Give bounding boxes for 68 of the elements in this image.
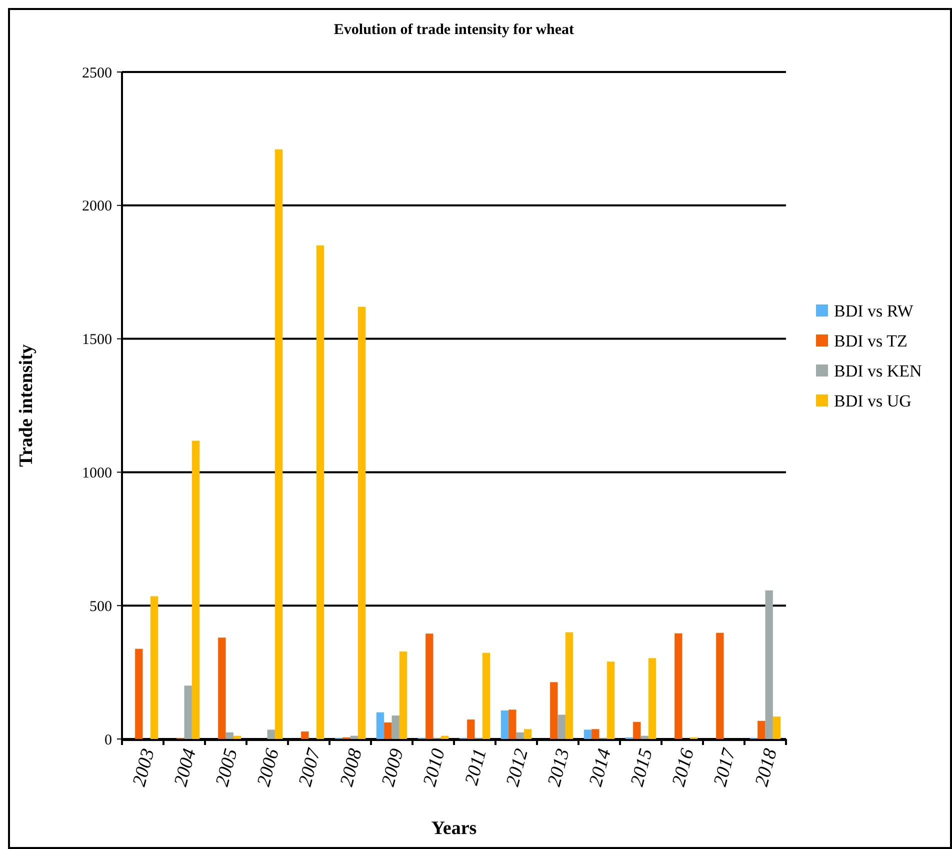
bar [192,440,200,739]
bar [358,306,366,739]
x-tick-label: 2017 [710,745,740,789]
bar [500,710,509,739]
x-tick-label: 2005 [212,746,242,789]
bar [674,633,682,739]
bar [467,720,475,739]
bar [226,732,234,739]
bar [633,722,641,739]
bar [399,651,408,739]
bar [565,632,574,739]
bar [274,149,283,739]
bar [482,652,490,739]
bar [233,736,242,739]
bar [592,729,600,739]
bar [392,716,400,739]
legend-label: BDI vs RW [834,301,914,320]
bar [758,720,766,739]
x-tick-label: 2007 [294,745,326,789]
bar [384,722,392,739]
bar [440,736,449,739]
bar [640,736,648,739]
y-tick-label: 2500 [82,65,112,82]
y-tick-label: 0 [104,732,112,748]
bar [376,712,384,739]
legend-label: BDI vs KEN [834,361,922,380]
y-tick-label: 2000 [82,198,112,215]
bar [267,730,275,739]
bar [765,590,773,739]
bar [550,682,558,739]
x-tick-label: 2018 [751,746,782,789]
x-tick-label: 2011 [461,746,492,788]
bar [350,736,358,739]
bar [516,732,524,739]
x-tick-label: 2010 [419,746,450,789]
x-tick-label: 2016 [668,746,699,789]
x-tick-label: 2003 [128,746,160,789]
bar [524,729,532,739]
chart-title: Evolution of trade intensity for wheat [334,22,574,38]
x-axis-title: Years [431,818,477,839]
x-tick-label: 2013 [544,746,574,789]
bar [648,658,656,739]
bar [218,638,226,739]
bar [135,648,143,739]
y-tick-label: 1000 [82,465,112,482]
bar [716,632,724,739]
x-tick-label: 2006 [253,746,284,789]
bar [426,634,434,739]
bar [316,245,324,739]
x-tick-label: 2014 [585,746,616,789]
bar [150,596,158,739]
bar [558,714,566,739]
bar [508,710,516,739]
y-tick-label: 1500 [82,332,112,348]
x-tick-label: 2004 [170,746,201,789]
y-tick-label: 500 [90,598,112,615]
x-tick-label: 2015 [626,746,658,789]
legend-label: BDI vs UG [834,391,912,410]
x-tick-label: 2009 [378,746,408,789]
x-tick-label: 2008 [336,746,367,789]
bar [301,732,309,739]
y-axis-title: Trade intensity [16,344,37,467]
x-tick-label: 2012 [502,746,533,789]
bar [772,716,781,739]
bar [584,730,592,739]
bar [184,686,192,739]
bar [606,662,615,739]
legend-label: BDI vs TZ [834,331,908,350]
